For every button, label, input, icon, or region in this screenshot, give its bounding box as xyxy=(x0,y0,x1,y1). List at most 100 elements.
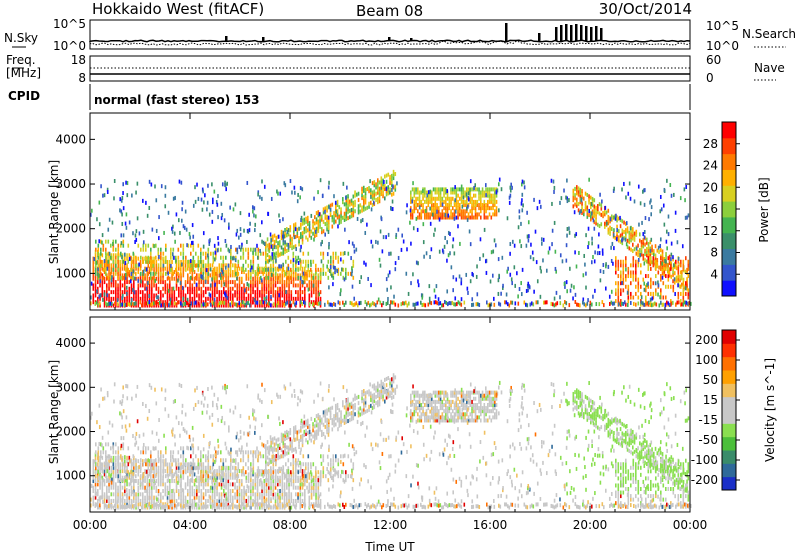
power-cell xyxy=(314,215,316,219)
power-cell xyxy=(295,264,297,268)
power-cell xyxy=(633,263,635,267)
power-cell xyxy=(564,300,566,304)
velocity-cell xyxy=(113,499,115,503)
power-cell xyxy=(566,179,568,183)
power-cell xyxy=(452,288,454,292)
power-cell xyxy=(351,301,353,305)
power-cell xyxy=(252,297,254,301)
power-cell xyxy=(295,268,297,272)
power-cell xyxy=(129,303,131,307)
power-cell xyxy=(603,263,605,267)
power-cell xyxy=(153,276,155,280)
power-cell xyxy=(265,268,267,272)
power-cell xyxy=(169,260,171,264)
power-cell xyxy=(333,194,335,198)
power-cell xyxy=(604,222,606,226)
power-cell xyxy=(113,256,115,260)
power-cell xyxy=(303,272,305,276)
power-cell xyxy=(156,283,158,287)
power-cell xyxy=(113,260,115,264)
power-cell xyxy=(588,194,590,198)
power-cell xyxy=(596,302,598,306)
power-cell xyxy=(613,228,615,232)
power-cell xyxy=(201,303,203,307)
power-cell xyxy=(618,267,620,271)
power-cell xyxy=(178,248,180,252)
power-cell xyxy=(540,295,542,299)
power-cell xyxy=(615,270,617,274)
power-cell xyxy=(484,200,486,204)
power-cell xyxy=(601,222,603,226)
power-cell xyxy=(248,283,250,287)
power-cell xyxy=(524,185,526,189)
velocity-cell xyxy=(279,489,281,493)
power-cell xyxy=(618,235,620,239)
power-cell xyxy=(422,303,424,307)
power-cell xyxy=(601,203,603,207)
power-cell xyxy=(678,300,680,304)
power-cell xyxy=(279,253,281,257)
power-cell xyxy=(150,303,152,307)
power-cell xyxy=(111,297,113,301)
power-cell xyxy=(104,292,106,296)
power-cell xyxy=(346,186,348,190)
power-cell xyxy=(485,259,487,263)
power-cell xyxy=(263,252,265,256)
power-cell xyxy=(118,264,120,268)
power-cell xyxy=(638,223,640,227)
velocity-cell xyxy=(219,492,221,496)
power-cell xyxy=(395,185,397,189)
power-cell xyxy=(120,260,122,264)
power-cell xyxy=(551,202,553,206)
power-cell xyxy=(393,170,395,174)
power-cell xyxy=(422,203,424,207)
power-cell xyxy=(322,194,324,198)
power-cell xyxy=(367,277,369,281)
power-cell xyxy=(425,303,427,307)
power-cell xyxy=(641,240,643,244)
power-cell xyxy=(527,235,529,239)
power-cell xyxy=(235,258,237,262)
power-cell xyxy=(230,252,232,256)
power-cell xyxy=(329,303,331,307)
velocity-cell xyxy=(126,466,128,470)
power-cell xyxy=(406,210,408,214)
power-cell xyxy=(367,206,369,210)
power-cell xyxy=(145,244,147,248)
power-cell xyxy=(210,273,212,277)
power-cell xyxy=(246,181,248,185)
power-cell xyxy=(533,257,535,261)
power-cell xyxy=(668,270,670,274)
power-cell xyxy=(249,228,251,232)
power-cell xyxy=(670,257,672,261)
power-cell xyxy=(216,267,218,271)
power-cell xyxy=(237,303,239,307)
power-cell xyxy=(392,200,394,204)
power-cell xyxy=(655,288,657,292)
power-cell xyxy=(347,216,349,220)
velocity-cell xyxy=(203,492,205,496)
power-cell xyxy=(636,252,638,256)
power-cell xyxy=(238,264,240,268)
power-cell xyxy=(284,280,286,284)
power-cell xyxy=(134,240,136,244)
power-cell xyxy=(629,246,631,250)
power-cell xyxy=(131,194,133,198)
power-cell xyxy=(185,280,187,284)
power-cell xyxy=(648,260,650,264)
power-cell xyxy=(260,300,262,304)
power-cell xyxy=(239,301,241,305)
power-cell xyxy=(459,203,461,207)
power-cell xyxy=(183,244,185,248)
power-cell xyxy=(381,303,383,307)
power-cell xyxy=(221,213,223,217)
power-cell xyxy=(618,285,620,289)
power-cell xyxy=(135,264,137,268)
noise-spike xyxy=(225,36,228,41)
velocity-cell xyxy=(165,482,167,486)
power-cell xyxy=(328,276,330,280)
power-cell xyxy=(537,300,539,304)
power-cell xyxy=(333,252,335,256)
power-cell xyxy=(639,248,641,252)
power-cell xyxy=(263,268,265,272)
